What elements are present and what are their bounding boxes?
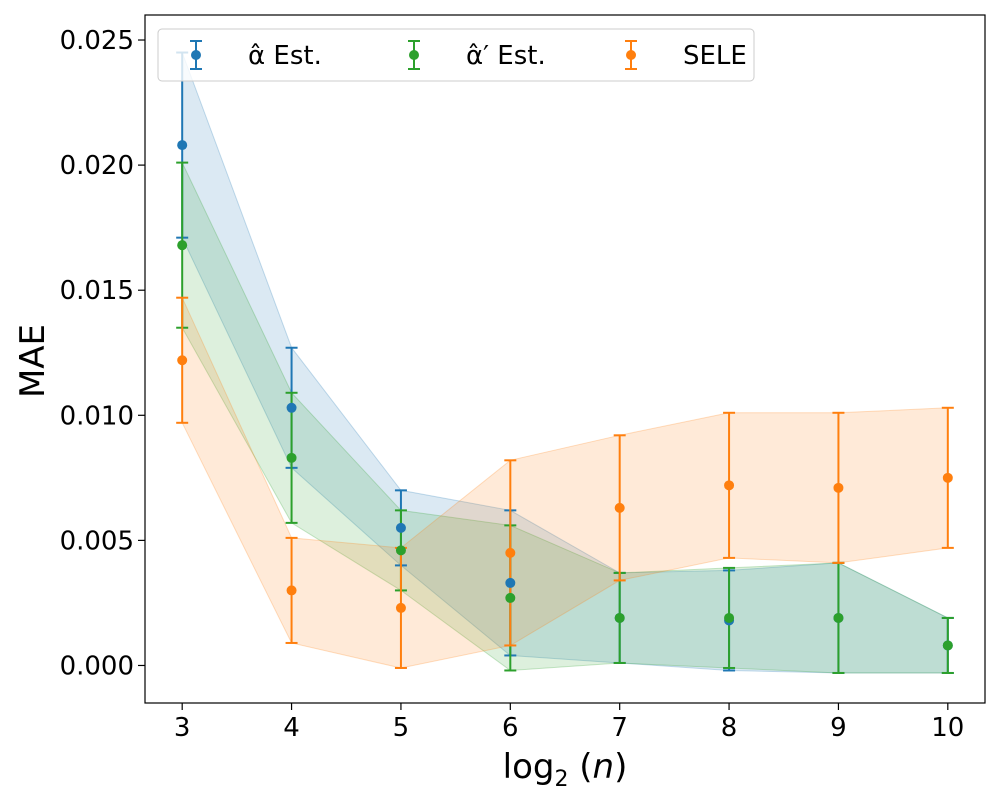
series-3-point bbox=[724, 480, 735, 491]
data-points bbox=[177, 140, 953, 651]
series-3-point bbox=[395, 602, 406, 613]
legend: α̂ Est. α̂′ Est. SELE bbox=[157, 28, 755, 82]
x-tick-label: 3 bbox=[174, 713, 191, 743]
series-1-point bbox=[286, 402, 297, 413]
legend-marker bbox=[191, 50, 201, 60]
x-tick-label: 4 bbox=[283, 713, 300, 743]
series-3-point bbox=[505, 547, 516, 558]
y-axis-ticks: 0.000 0.005 0.010 0.015 0.020 0.025 bbox=[60, 26, 145, 681]
series-3-point bbox=[177, 355, 188, 366]
series-2-point bbox=[505, 592, 516, 603]
x-tick-label: 10 bbox=[931, 713, 964, 743]
x-axis-label: log2 (n) bbox=[503, 747, 628, 792]
legend-item-sele: SELE bbox=[625, 40, 747, 71]
x-axis-ticks: 3 4 5 6 7 8 9 10 bbox=[174, 703, 964, 743]
series-3-point bbox=[833, 482, 844, 493]
legend-item-est: α̂ Est. bbox=[190, 40, 322, 71]
y-tick-label: 0.005 bbox=[60, 526, 134, 556]
series-1-point bbox=[505, 577, 516, 588]
legend-marker bbox=[409, 50, 419, 60]
series-2-point bbox=[286, 452, 297, 463]
series-3-point bbox=[614, 502, 625, 513]
series-2-point bbox=[177, 240, 188, 251]
x-tick-label: 7 bbox=[611, 713, 628, 743]
x-tick-label: 5 bbox=[393, 713, 410, 743]
legend-item-est: α̂′ Est. bbox=[408, 40, 546, 71]
series-2-point bbox=[833, 612, 844, 623]
y-axis-label: MAE bbox=[13, 324, 53, 398]
y-tick-label: 0.015 bbox=[60, 276, 134, 306]
legend-label: α̂′ Est. bbox=[466, 41, 546, 71]
x-tick-label: 8 bbox=[721, 713, 738, 743]
series-2-point bbox=[942, 640, 953, 651]
x-tick-label: 6 bbox=[502, 713, 519, 743]
series-2-point bbox=[614, 612, 625, 623]
series-2-point bbox=[724, 612, 735, 623]
series-1-point bbox=[177, 140, 188, 151]
legend-label: SELE bbox=[683, 41, 747, 71]
y-tick-label: 0.020 bbox=[60, 151, 134, 181]
y-tick-label: 0.000 bbox=[60, 651, 134, 681]
legend-frame bbox=[157, 28, 755, 82]
confidence-bands bbox=[181, 52, 949, 674]
y-tick-label: 0.025 bbox=[60, 26, 134, 56]
series-2-point bbox=[395, 545, 406, 556]
series-3-point bbox=[942, 472, 953, 483]
legend-label: α̂ Est. bbox=[248, 41, 322, 71]
legend-marker bbox=[626, 50, 636, 60]
series-3-point bbox=[286, 585, 297, 596]
y-tick-label: 0.010 bbox=[60, 401, 134, 431]
x-tick-label: 9 bbox=[830, 713, 847, 743]
series-1-point bbox=[395, 522, 406, 533]
plot-frame bbox=[144, 14, 986, 704]
